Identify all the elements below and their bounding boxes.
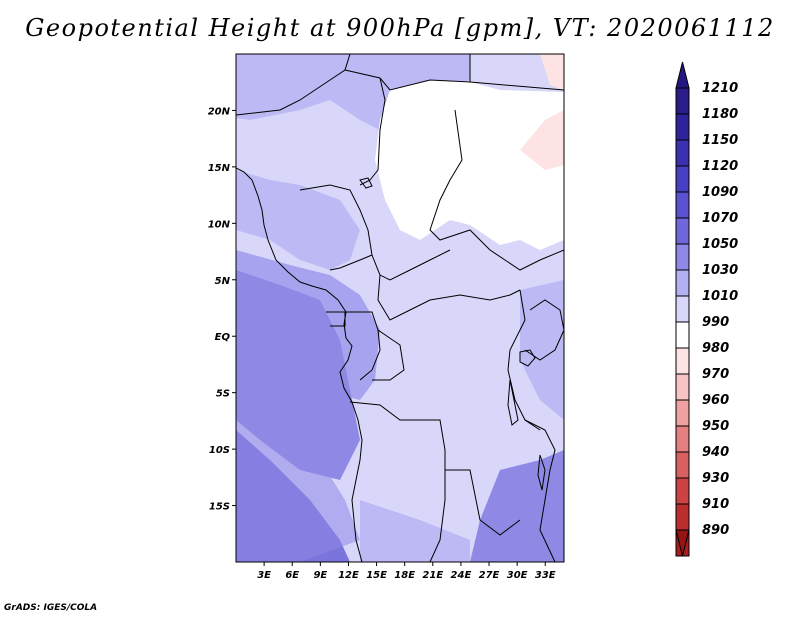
colorbar-swatch [675,191,690,219]
lat-tick-label: 15S [209,502,230,513]
lake-tanganyika [507,379,519,426]
colorbar-swatch [675,321,690,349]
lat-tick-label: 5S [216,389,230,400]
lon-axis: 3E 6E 9E 12E 15E 18E 21E 24E 27E 30E 33E [257,562,556,581]
field-south-mid [360,500,470,562]
border-12 [372,329,405,381]
colorbar-swatch [675,373,690,401]
border-1 [236,54,351,116]
coastline-west [236,167,363,562]
chart-title: Geopotential Height at 900hPa [gpm], VT:… [25,14,775,42]
lake-malawi [537,454,546,491]
colorbar-bottom-arrow [675,529,690,557]
lon-tick-label: 21E [422,570,443,581]
field-southwest-high [236,380,360,562]
colorbar-swatch [675,399,690,427]
country-borders [236,54,564,562]
lat-tick-label: 5N [215,276,231,287]
colorbar-swatch [675,425,690,453]
border-10 [345,311,381,381]
colorbar-label: 990 [702,315,729,330]
colorbar-label: 910 [702,497,729,512]
lat-tick-label: 15N [208,163,231,174]
credit-text: GrADS: IGES/COLA [4,603,98,613]
lon-tick-label: 24E [451,570,472,581]
lat-axis: 20N 15N 10N 5N EQ 5S 10S 15S [208,106,236,513]
lon-tick-label: 18E [394,570,415,581]
lon-tick-label: 15E [366,570,387,581]
colorbar-label: 1150 [702,133,738,148]
colorbar-label: 890 [702,523,729,538]
border-13 [349,401,446,562]
colorbar-label: 950 [702,419,729,434]
lon-tick-label: 6E [285,570,299,581]
field-white-sahara [375,80,564,250]
lat-tick-label: 10S [209,445,230,456]
colorbar-label: 970 [702,367,729,382]
lat-tick-label: 20N [208,106,231,117]
lon-tick-label: 12E [338,570,359,581]
colorbar-top-arrow [675,61,690,89]
colorbar-swatch [675,139,690,167]
colorbar-label: 1070 [702,211,738,226]
border-16 [524,299,564,361]
colorbar-swatch [675,113,690,141]
colorbar-swatch [675,347,690,375]
border-8 [377,274,521,321]
colorbar: 1210 1180 1150 1120 1090 1070 1050 1030 1010 990 9… [675,61,738,557]
colorbar-swatch [675,477,690,505]
field-southeast-high [470,450,564,562]
border-2 [344,54,471,91]
colorbar-label: 1050 [702,237,738,252]
colorbar-label: 1180 [702,107,738,122]
lon-tick-label: 3E [257,570,271,581]
lake-victoria [519,349,536,367]
colorbar-label: 930 [702,471,729,486]
field-west-mid [236,170,360,270]
lon-tick-label: 30E [507,570,528,581]
border-5 [429,109,564,271]
lon-tick-label: 27E [479,570,500,581]
field-pink-patch-2 [540,54,564,90]
border-15 [524,419,556,562]
field-east-mid [520,280,564,420]
colorbar-swatch [675,295,690,323]
colorbar-label: 940 [702,445,729,460]
colorbar-label: 1030 [702,263,738,278]
colorbar-swatch [675,451,690,479]
lon-tick-label: 9E [313,570,327,581]
border-4 [469,81,564,91]
lake-chad [359,177,373,189]
colorbar-swatch [675,269,690,297]
colorbar-swatch [675,87,690,115]
border-14 [445,469,521,536]
lon-tick-label: 33E [535,570,556,581]
colorbar-label: 980 [702,341,729,356]
field-pink-patch [520,110,564,170]
colorbar-swatch [675,217,690,245]
colorbar-label: 1090 [702,185,738,200]
field-north-band [236,54,470,130]
lat-tick-label: 10N [208,219,231,230]
border-3 [359,77,386,186]
colorbar-swatch [675,503,690,531]
lat-tick-label: EQ [215,332,231,343]
colorbar-label: 1010 [702,289,738,304]
map-frame [235,53,565,563]
border-9 [326,311,346,327]
colorbar-label: 1210 [702,81,738,96]
colorbar-label: 960 [702,393,729,408]
colorbar-swatch [675,243,690,271]
colorbar-swatch [675,165,690,193]
border-7 [329,254,373,271]
colorbar-label: 1120 [702,159,738,174]
map-field [236,54,564,562]
